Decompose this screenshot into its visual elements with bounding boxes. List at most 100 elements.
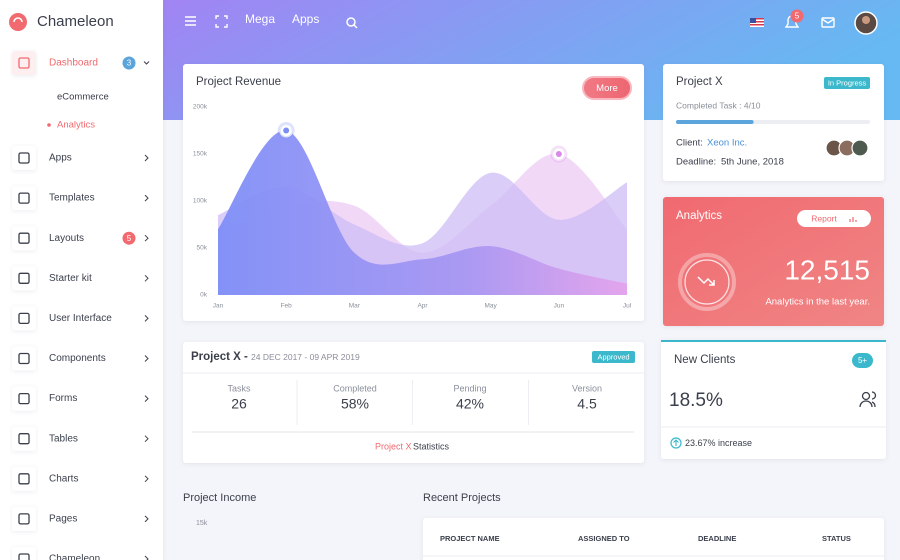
- menu-chevron: [144, 475, 149, 483]
- active-dot: [47, 123, 51, 127]
- menu-icon: [18, 352, 30, 365]
- menu-label[interactable]: Starter kit: [49, 273, 92, 284]
- column-header: PROJECT NAME: [440, 534, 500, 543]
- menu-chevron: [144, 355, 149, 362]
- status-badge: [592, 351, 635, 363]
- y-tick-label: 15k: [196, 520, 208, 527]
- menu-icon: [18, 192, 30, 204]
- analytics-caption: Analytics in the last year.: [765, 297, 870, 308]
- menu-label[interactable]: Charts: [49, 473, 78, 484]
- column-header: DEADLINE: [698, 534, 736, 543]
- top-link[interactable]: Mega: [245, 12, 275, 26]
- menu-icon: [18, 272, 30, 284]
- recent-projects-table: [423, 518, 884, 560]
- menu-label[interactable]: Layouts: [49, 233, 84, 244]
- menu-icon-box[interactable]: [12, 466, 36, 491]
- menu-icon: [18, 433, 30, 445]
- stat-value: 4.5: [577, 396, 597, 412]
- card-title: Analytics: [676, 210, 722, 222]
- brand-logo[interactable]: [9, 13, 27, 31]
- menu-icon: [18, 312, 30, 325]
- menu-icon-box[interactable]: [12, 506, 36, 531]
- stat-value: 58%: [341, 396, 369, 412]
- menu-icon-box[interactable]: [12, 386, 36, 411]
- x-tick-label: Feb: [281, 303, 293, 310]
- fullscreen-icon[interactable]: [215, 15, 228, 28]
- menu-chevron: [144, 154, 149, 162]
- menu-icon-box[interactable]: [12, 51, 36, 75]
- status-badge: [824, 77, 870, 89]
- deadline-value: 5th June, 2018: [721, 157, 784, 168]
- menu-chevron: [144, 395, 149, 402]
- more-button[interactable]: [582, 76, 632, 100]
- submenu-item[interactable]: Analytics: [57, 120, 95, 131]
- revenue-chart: 0k 50k 100k 150k 200k Jan Feb Mar Apr May Jun Jul: [193, 104, 632, 310]
- menu-label[interactable]: Dashboard: [49, 58, 98, 69]
- menu-icon-box[interactable]: [12, 146, 36, 170]
- point-marker-dot: [555, 151, 562, 157]
- menu-label[interactable]: Pages: [49, 514, 77, 525]
- report-button-label[interactable]: Report: [811, 213, 837, 223]
- menu-badge-label: 3: [127, 59, 132, 68]
- menu-icon: [18, 513, 30, 525]
- menu-icon-box[interactable]: [12, 266, 36, 291]
- stat-label: Pending: [453, 383, 486, 393]
- menu-icon-box[interactable]: [12, 226, 36, 251]
- new-clients-card: [661, 340, 886, 459]
- clients-change: 23.67% increase: [685, 438, 752, 448]
- menu-icon-box[interactable]: [12, 426, 36, 451]
- menu-label[interactable]: Components: [49, 353, 106, 364]
- menu-label[interactable]: Templates: [49, 193, 95, 204]
- progress-bar: [676, 120, 754, 124]
- stat-label: Tasks: [227, 383, 251, 393]
- project-stats-card: [183, 342, 644, 463]
- more-button-label[interactable]: More: [596, 83, 618, 94]
- progress-label: Completed Task : 4/10: [676, 100, 761, 110]
- menu-icon: [18, 152, 30, 164]
- menu-label[interactable]: Tables: [49, 433, 78, 444]
- menu-icon-box[interactable]: [12, 346, 36, 371]
- card-title: Project Revenue: [196, 76, 281, 88]
- search-icon[interactable]: [346, 17, 358, 29]
- x-tick-label: May: [485, 303, 498, 310]
- menu-label[interactable]: Apps: [49, 153, 72, 164]
- top-link[interactable]: Apps: [292, 12, 319, 26]
- mail-icon[interactable]: [821, 17, 835, 28]
- language-flag[interactable]: [750, 18, 764, 27]
- menu-badge-label: 5: [127, 234, 132, 243]
- menu-icon: [18, 473, 30, 485]
- x-tick-label: Jun: [554, 303, 565, 310]
- brand-name[interactable]: Chameleon: [37, 13, 114, 30]
- x-tick-label: Jul: [623, 303, 632, 310]
- report-button[interactable]: [797, 210, 871, 227]
- point-marker-dot: [283, 127, 290, 134]
- menu-chevron: [144, 315, 149, 322]
- menu-label[interactable]: Forms: [49, 393, 77, 404]
- footer-link[interactable]: Project X: [375, 441, 412, 451]
- menu-icon: [18, 392, 30, 405]
- menu-chevron: [144, 234, 149, 242]
- section-title: Project Income: [183, 492, 256, 504]
- menu-icon: [18, 553, 30, 560]
- notification-count: 5: [795, 12, 800, 21]
- users-icon: [859, 391, 877, 408]
- submenu-item[interactable]: eCommerce: [57, 92, 109, 103]
- area: [218, 130, 627, 295]
- sidebar-menu: Dashboard 3 Apps Templates Layouts 5 Starter k…: [12, 51, 150, 560]
- menu-label[interactable]: Chameleon: [49, 554, 100, 560]
- count-badge: [852, 353, 873, 368]
- menu-label[interactable]: User Interface: [49, 313, 112, 324]
- analytics-card: [663, 197, 884, 326]
- stat-value: 26: [231, 396, 247, 412]
- menu-chevron: [144, 435, 149, 443]
- menu-icon-box[interactable]: [12, 306, 36, 331]
- status-badge-label: Approved: [597, 352, 629, 361]
- clients-value: 18.5%: [669, 390, 723, 411]
- client-name[interactable]: Xeon Inc.: [707, 138, 747, 149]
- y-tick-label: 200k: [193, 104, 208, 111]
- menu-badge: [122, 56, 136, 70]
- menu-toggle[interactable]: [185, 16, 196, 26]
- menu-icon-box[interactable]: [12, 186, 36, 211]
- y-tick-label: 100k: [193, 198, 208, 205]
- footer-text: Statistics: [413, 441, 450, 451]
